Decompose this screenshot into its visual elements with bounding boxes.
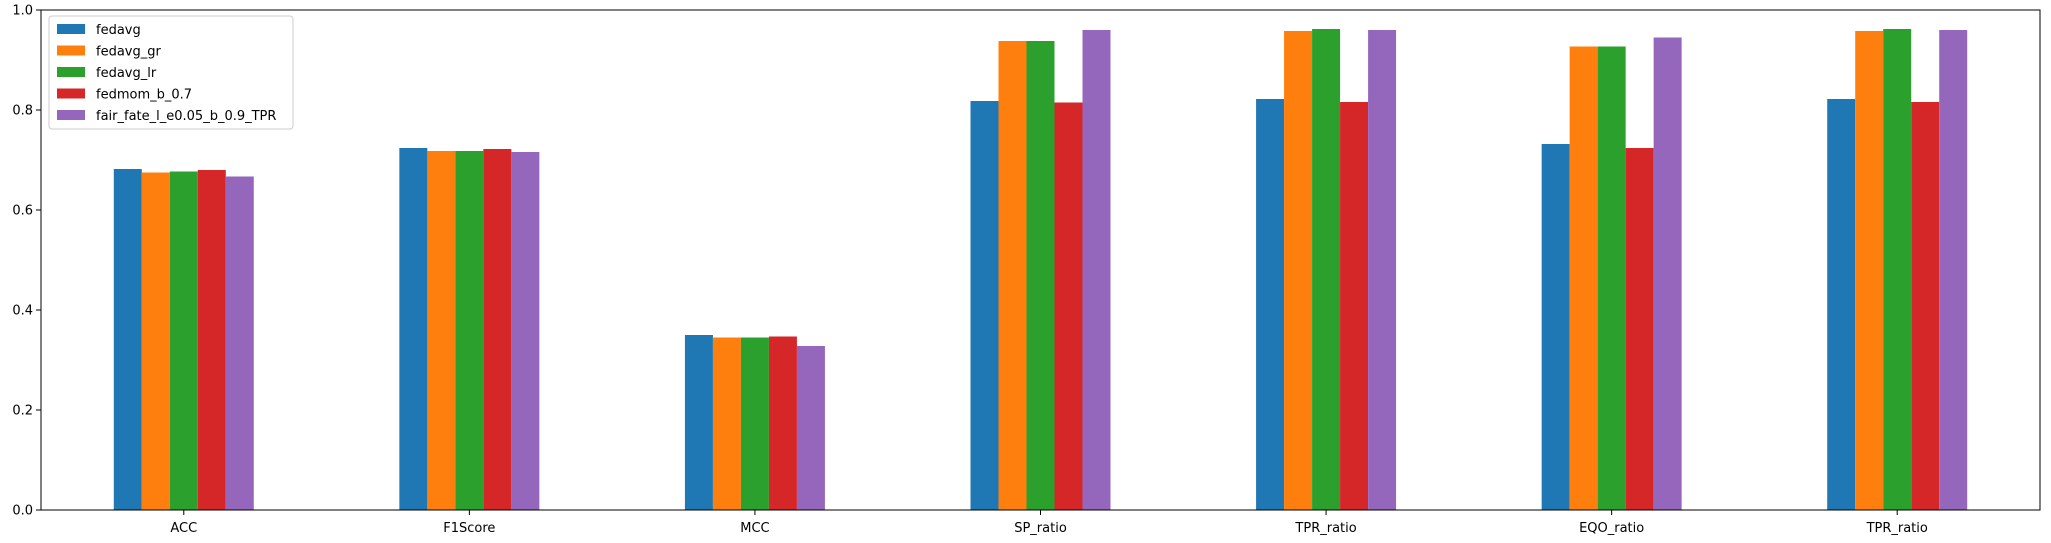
bar — [427, 151, 456, 510]
bar — [684, 335, 713, 510]
bar — [1625, 148, 1654, 510]
bar — [113, 169, 142, 510]
bar — [141, 172, 170, 510]
bar — [1653, 37, 1682, 510]
x-tick-label: F1Score — [443, 521, 495, 536]
legend-swatch — [57, 45, 85, 56]
bar — [1541, 144, 1570, 510]
legend-label: fedavg_gr — [96, 45, 161, 60]
x-tick-label: SP_ratio — [1014, 521, 1067, 536]
bar — [796, 346, 825, 510]
legend-box — [48, 15, 294, 130]
x-axis: ACC F1Score MCC SP_ratio TPR_ratio EQO_ratio T… — [170, 510, 1928, 536]
bar — [1082, 30, 1111, 510]
legend-swatch — [57, 110, 85, 120]
bar — [1256, 99, 1285, 510]
bar — [1827, 99, 1856, 510]
legend-label: fedmom_b_0.7 — [96, 88, 192, 103]
bar — [1855, 31, 1884, 510]
y-tick-label: 0.2 — [12, 404, 33, 419]
y-tick-label: 0.8 — [12, 104, 33, 119]
bar — [1054, 102, 1083, 510]
legend-label: fedavg — [96, 23, 141, 38]
bar — [169, 171, 198, 510]
bar — [1026, 41, 1055, 510]
bar — [712, 337, 741, 510]
bar — [1911, 102, 1940, 510]
y-tick-label: 1.0 — [12, 4, 33, 19]
x-tick-label: TPR_ratio — [1294, 521, 1356, 536]
legend-swatch — [57, 67, 85, 77]
bar — [511, 152, 540, 510]
bar — [197, 170, 226, 510]
legend-swatch — [57, 24, 85, 34]
y-axis: 0.0 0.2 0.4 0.6 0.8 1.0 — [12, 4, 41, 519]
bar — [483, 149, 512, 510]
x-tick-label: EQO_ratio — [1579, 521, 1644, 536]
bar — [1569, 46, 1598, 510]
y-tick-label: 0.0 — [12, 504, 33, 519]
x-tick-label: MCC — [740, 521, 769, 536]
bar — [970, 101, 999, 510]
bar — [768, 336, 797, 510]
bar — [455, 151, 484, 510]
bar — [1939, 30, 1968, 510]
bar — [399, 148, 428, 510]
bar — [1312, 29, 1341, 510]
legend: fedavg fedavg_gr fedavg_lr fedmom_b_0.7fair… — [48, 15, 294, 130]
y-tick-label: 0.6 — [12, 204, 33, 219]
bar — [1597, 46, 1626, 510]
bar — [1883, 29, 1912, 510]
legend-label: fair_fate_l_e0.05_b_0.9_TPR — [96, 109, 276, 124]
legend-swatch — [57, 88, 85, 99]
bar — [998, 41, 1027, 510]
bars-layer — [113, 29, 1968, 510]
legend-label: fedavg_lr — [96, 66, 157, 81]
bar — [1340, 102, 1369, 510]
y-tick-label: 0.4 — [12, 304, 33, 319]
x-tick-label: ACC — [170, 521, 197, 536]
bar — [1368, 30, 1397, 510]
bar — [225, 176, 254, 510]
bar — [740, 337, 769, 510]
x-tick-label: TPR_ratio — [1866, 521, 1928, 536]
bar — [1284, 31, 1313, 510]
